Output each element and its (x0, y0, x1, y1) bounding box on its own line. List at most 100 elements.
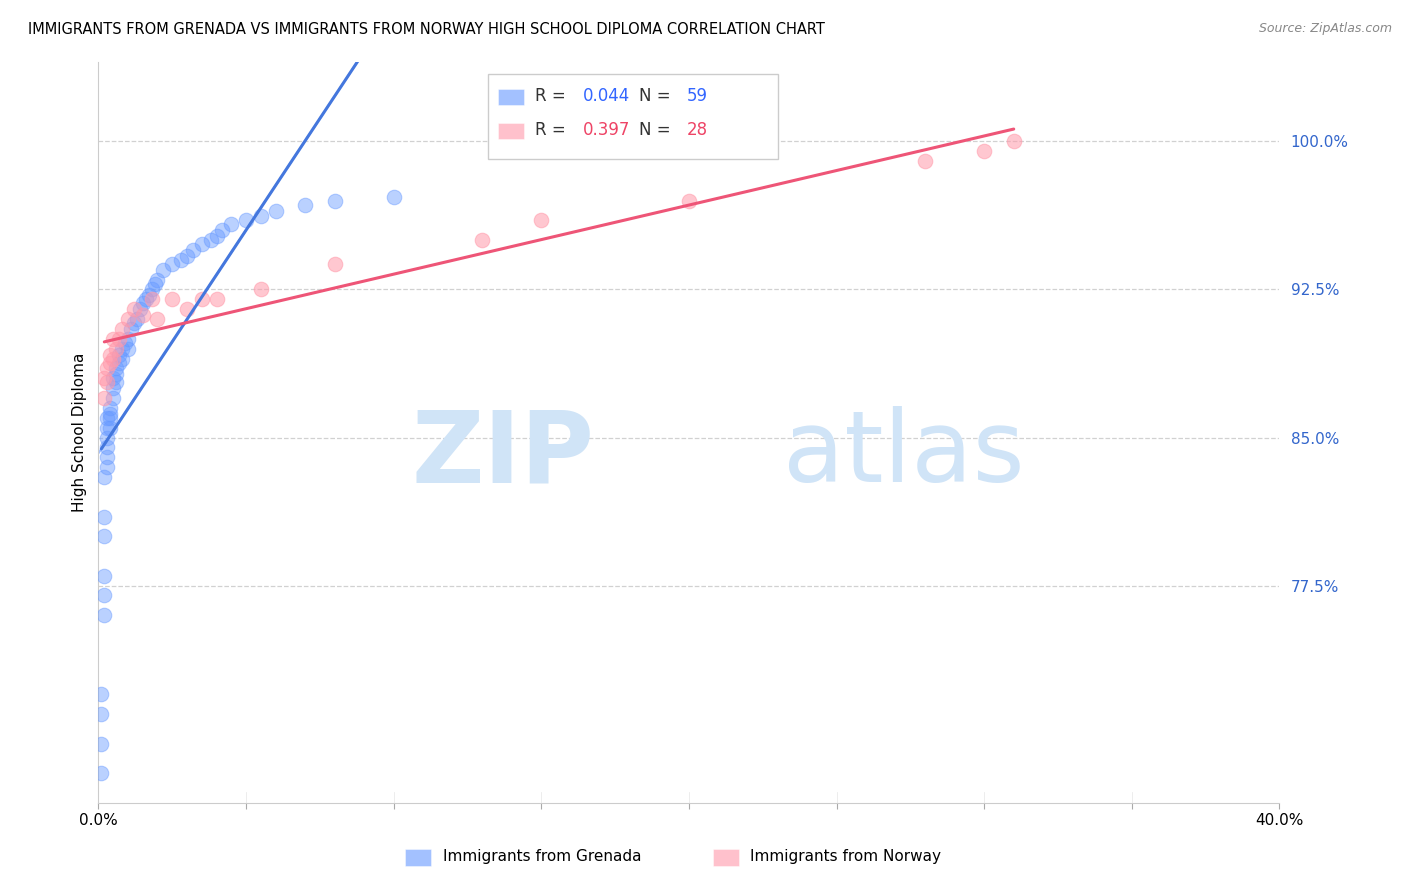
Text: N =: N = (640, 87, 676, 104)
Point (90, 687, 112, 701)
Point (111, 351, 134, 366)
Point (973, 145, 995, 159)
Point (132, 308, 155, 322)
Point (103, 351, 125, 366)
Point (200, 233, 222, 247)
Point (98, 420, 121, 434)
Point (235, 213, 257, 227)
Text: R =: R = (536, 120, 571, 139)
Point (181, 243, 204, 257)
FancyBboxPatch shape (488, 73, 778, 159)
Point (90, 766, 112, 780)
Point (678, 194, 700, 208)
Point (250, 210, 273, 224)
Y-axis label: High School Diploma: High School Diploma (72, 353, 87, 512)
Point (103, 391, 125, 405)
Point (93, 568, 115, 582)
Point (96, 431, 118, 445)
Point (122, 302, 145, 317)
Point (191, 293, 214, 307)
Point (191, 237, 214, 252)
Point (1002, 135, 1025, 149)
Point (152, 262, 174, 277)
Point (105, 368, 128, 382)
Point (125, 312, 148, 326)
Point (93, 391, 115, 405)
Text: 0.397: 0.397 (582, 120, 630, 139)
Point (530, 213, 553, 227)
Point (108, 355, 131, 369)
Point (205, 229, 228, 244)
Point (211, 223, 233, 237)
Point (176, 249, 198, 263)
Text: IMMIGRANTS FROM GRENADA VS IMMIGRANTS FROM NORWAY HIGH SCHOOL DIPLOMA CORRELATIO: IMMIGRANTS FROM GRENADA VS IMMIGRANTS FR… (28, 22, 825, 37)
Point (146, 272, 169, 286)
Point (143, 277, 166, 291)
Point (111, 322, 134, 336)
Text: Source: ZipAtlas.com: Source: ZipAtlas.com (1258, 22, 1392, 36)
Text: R =: R = (536, 87, 571, 104)
Text: atlas: atlas (783, 407, 1025, 503)
Point (117, 342, 139, 356)
Point (96, 460, 118, 475)
Text: Immigrants from Grenada: Immigrants from Grenada (443, 849, 641, 864)
Point (93, 529, 115, 543)
Point (93, 608, 115, 623)
Text: ZIP: ZIP (412, 407, 595, 503)
Point (221, 217, 243, 231)
Point (205, 293, 228, 307)
Point (117, 312, 139, 326)
Text: Immigrants from Norway: Immigrants from Norway (751, 849, 942, 864)
Point (323, 194, 346, 208)
Point (96, 450, 118, 465)
Point (103, 381, 125, 395)
Point (323, 257, 346, 271)
Point (98, 410, 121, 425)
Point (98, 401, 121, 415)
Point (264, 203, 287, 218)
Point (122, 316, 145, 330)
Point (96, 410, 118, 425)
Point (98, 348, 121, 362)
Point (98, 407, 121, 421)
Point (138, 288, 160, 302)
Point (128, 302, 150, 317)
Point (90, 706, 112, 721)
Point (162, 257, 183, 271)
Point (120, 322, 142, 336)
Text: 59: 59 (686, 87, 707, 104)
Point (93, 470, 115, 484)
Point (96, 420, 118, 434)
Point (103, 332, 125, 346)
FancyBboxPatch shape (713, 849, 738, 866)
Point (382, 190, 405, 204)
Point (98, 355, 121, 369)
Point (114, 335, 136, 350)
Point (146, 312, 169, 326)
Point (96, 441, 118, 455)
Text: 0.044: 0.044 (582, 87, 630, 104)
Point (162, 293, 183, 307)
Point (108, 332, 131, 346)
Point (141, 283, 163, 297)
Point (471, 233, 494, 247)
Point (294, 197, 316, 211)
Text: N =: N = (640, 120, 676, 139)
Point (141, 293, 163, 307)
Point (90, 737, 112, 751)
Point (93, 371, 115, 385)
Point (176, 302, 198, 317)
Point (108, 348, 131, 362)
FancyBboxPatch shape (498, 89, 523, 105)
Point (914, 154, 936, 169)
Point (135, 293, 157, 307)
Point (170, 252, 193, 267)
Point (96, 361, 118, 376)
Point (105, 361, 128, 376)
Text: 28: 28 (686, 120, 707, 139)
Point (132, 296, 155, 310)
Point (250, 283, 273, 297)
Point (96, 376, 118, 390)
Point (93, 589, 115, 603)
Point (117, 332, 139, 346)
